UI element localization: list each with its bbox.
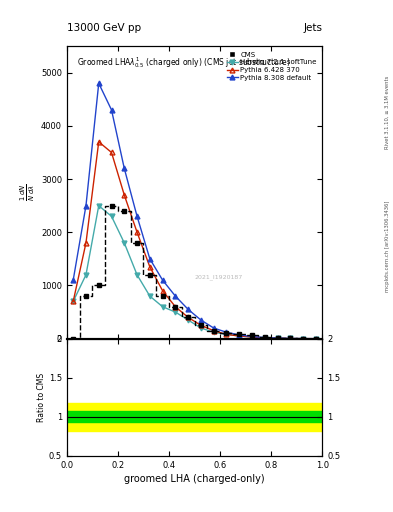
- Pythia 6.428 370: [263, 335, 267, 341]
- Pythia 6.428 370: [84, 240, 88, 246]
- Pythia 8.308 default: [211, 325, 216, 331]
- Pythia 8.308 default: [147, 256, 152, 262]
- Pythia 6.428 370: [122, 192, 127, 198]
- Legend: CMS, Herwig 7.2.1 softTune, Pythia 6.428 370, Pythia 8.308 default: CMS, Herwig 7.2.1 softTune, Pythia 6.428…: [225, 50, 319, 83]
- Pythia 6.428 370: [314, 335, 318, 342]
- Pythia 6.428 370: [135, 229, 140, 236]
- Pythia 8.308 default: [160, 277, 165, 283]
- Herwig 7.2.1 softTune: [96, 203, 101, 209]
- Pythia 8.308 default: [122, 165, 127, 172]
- X-axis label: groomed LHA (charged-only): groomed LHA (charged-only): [124, 474, 265, 484]
- Herwig 7.2.1 softTune: [198, 325, 203, 331]
- Pythia 8.308 default: [224, 329, 229, 335]
- Pythia 8.308 default: [314, 335, 318, 342]
- Text: 2021_I1920187: 2021_I1920187: [195, 274, 243, 280]
- Pythia 6.428 370: [109, 150, 114, 156]
- Line: Pythia 8.308 default: Pythia 8.308 default: [71, 81, 318, 341]
- Line: Herwig 7.2.1 softTune: Herwig 7.2.1 softTune: [71, 203, 318, 341]
- Text: 13000 GeV pp: 13000 GeV pp: [67, 23, 141, 33]
- Pythia 6.428 370: [275, 335, 280, 342]
- Pythia 8.308 default: [275, 335, 280, 341]
- Pythia 6.428 370: [173, 304, 178, 310]
- Pythia 6.428 370: [160, 288, 165, 294]
- Pythia 6.428 370: [301, 335, 305, 342]
- Herwig 7.2.1 softTune: [109, 213, 114, 219]
- Pythia 6.428 370: [224, 331, 229, 337]
- Herwig 7.2.1 softTune: [122, 240, 127, 246]
- Pythia 8.308 default: [173, 293, 178, 299]
- Pythia 6.428 370: [186, 314, 191, 321]
- Pythia 8.308 default: [71, 277, 75, 283]
- Pythia 6.428 370: [237, 333, 242, 339]
- Pythia 8.308 default: [109, 107, 114, 113]
- Pythia 6.428 370: [147, 264, 152, 270]
- Pythia 8.308 default: [263, 334, 267, 340]
- Pythia 8.308 default: [301, 335, 305, 342]
- Pythia 8.308 default: [198, 317, 203, 323]
- Herwig 7.2.1 softTune: [211, 329, 216, 335]
- Herwig 7.2.1 softTune: [250, 334, 254, 340]
- Herwig 7.2.1 softTune: [237, 333, 242, 339]
- Bar: [67, 402, 322, 431]
- Pythia 6.428 370: [71, 298, 75, 305]
- Herwig 7.2.1 softTune: [147, 293, 152, 299]
- Herwig 7.2.1 softTune: [263, 335, 267, 341]
- Pythia 6.428 370: [288, 335, 293, 342]
- Herwig 7.2.1 softTune: [160, 304, 165, 310]
- Herwig 7.2.1 softTune: [186, 317, 191, 323]
- Text: Jets: Jets: [303, 23, 322, 33]
- Herwig 7.2.1 softTune: [224, 331, 229, 337]
- Pythia 6.428 370: [96, 139, 101, 145]
- Pythia 8.308 default: [135, 213, 140, 219]
- Line: Pythia 6.428 370: Pythia 6.428 370: [71, 139, 318, 341]
- Pythia 6.428 370: [211, 328, 216, 334]
- Herwig 7.2.1 softTune: [314, 335, 318, 342]
- Y-axis label: Ratio to CMS: Ratio to CMS: [37, 373, 46, 422]
- Herwig 7.2.1 softTune: [301, 335, 305, 342]
- Herwig 7.2.1 softTune: [84, 272, 88, 278]
- Pythia 8.308 default: [237, 332, 242, 338]
- Pythia 8.308 default: [84, 203, 88, 209]
- Y-axis label: $\frac{1}{N}\frac{dN}{d\lambda}$: $\frac{1}{N}\frac{dN}{d\lambda}$: [18, 183, 37, 201]
- Pythia 6.428 370: [198, 322, 203, 328]
- Pythia 8.308 default: [186, 306, 191, 312]
- Text: mcplots.cern.ch [arXiv:1306.3436]: mcplots.cern.ch [arXiv:1306.3436]: [385, 200, 389, 291]
- Herwig 7.2.1 softTune: [135, 272, 140, 278]
- Pythia 8.308 default: [96, 80, 101, 87]
- Pythia 8.308 default: [288, 335, 293, 342]
- Pythia 6.428 370: [250, 334, 254, 340]
- Herwig 7.2.1 softTune: [173, 309, 178, 315]
- Pythia 8.308 default: [250, 333, 254, 339]
- Text: Rivet 3.1.10, ≥ 3.1M events: Rivet 3.1.10, ≥ 3.1M events: [385, 76, 389, 150]
- Herwig 7.2.1 softTune: [275, 335, 280, 342]
- Bar: [67, 411, 322, 422]
- Herwig 7.2.1 softTune: [288, 335, 293, 342]
- Herwig 7.2.1 softTune: [71, 298, 75, 305]
- Text: Groomed LHA$\lambda^{1}_{0.5}$ (charged only) (CMS jet substructure): Groomed LHA$\lambda^{1}_{0.5}$ (charged …: [77, 55, 291, 70]
